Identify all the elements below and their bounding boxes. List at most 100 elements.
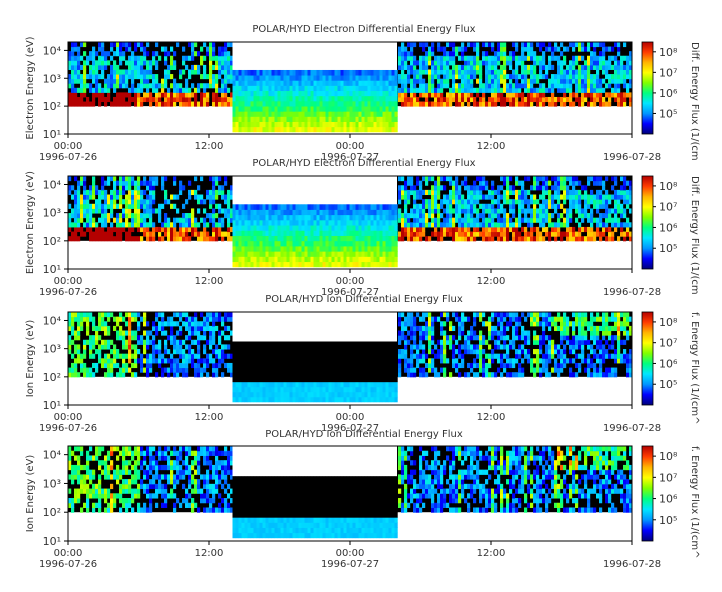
flux-cell (179, 330, 183, 336)
flux-cell (122, 101, 126, 107)
flux-cell (437, 69, 441, 75)
flux-cell (221, 194, 225, 200)
flux-cell (413, 213, 417, 219)
flux-cell (521, 203, 525, 209)
flux-cell (440, 330, 444, 336)
flux-cell (497, 217, 501, 223)
flux-cell (319, 121, 323, 128)
flux-cell (358, 230, 362, 236)
flux-cell (376, 214, 380, 221)
flux-cell (500, 194, 504, 200)
flux-cell (259, 111, 263, 117)
flux-cell (379, 256, 383, 263)
flux-cell (352, 225, 356, 231)
flux-cell (569, 217, 573, 223)
flux-cell (119, 60, 123, 66)
flux-cell (584, 96, 588, 103)
flux-cell (301, 261, 305, 268)
flux-cell (77, 316, 81, 322)
flux-cell (92, 321, 96, 327)
flux-cell (307, 95, 311, 102)
flux-cell (277, 214, 281, 221)
flux-cell (542, 185, 546, 191)
flux-cell (398, 217, 402, 223)
flux-cell (488, 372, 492, 378)
flux-cell (530, 194, 534, 200)
flux-cell (158, 96, 162, 103)
flux-cell (527, 312, 531, 318)
flux-cell (602, 64, 606, 70)
flux-cell (431, 367, 435, 373)
flux-cell (566, 185, 570, 191)
flux-cell (98, 226, 102, 233)
flux-cell (578, 87, 582, 93)
flux-cell (491, 312, 495, 318)
flux-cell (545, 176, 549, 182)
flux-cell (485, 203, 489, 209)
flux-cell (152, 180, 156, 186)
flux-cell (340, 261, 344, 268)
flux-cell (235, 251, 239, 257)
flux-cell (122, 96, 126, 103)
flux-cell (413, 325, 417, 332)
flux-cell (116, 92, 120, 98)
flux-cell (319, 105, 323, 112)
flux-cell (407, 330, 411, 336)
flux-cell (280, 240, 284, 247)
flux-cell (593, 55, 597, 61)
flux-cell (361, 80, 365, 86)
flux-cell (494, 74, 498, 80)
flux-cell (446, 222, 450, 228)
flux-cell (476, 199, 480, 205)
flux-cell (593, 194, 597, 200)
flux-cell (407, 316, 411, 322)
flux-cell (352, 90, 356, 97)
flux-cell (283, 225, 287, 231)
flux-cell (464, 96, 468, 103)
flux-cell (140, 203, 144, 209)
flux-cell (218, 335, 222, 341)
flux-cell (617, 101, 621, 107)
flux-cell (262, 80, 266, 86)
flux-cell (443, 349, 447, 355)
flux-cell (539, 92, 543, 98)
flux-cell (131, 335, 135, 341)
flux-cell (116, 180, 120, 186)
flux-cell (212, 367, 216, 373)
flux-cell (382, 245, 386, 252)
flux-cell (452, 349, 456, 355)
flux-cell (104, 101, 108, 107)
flux-cell (542, 213, 546, 219)
flux-cell (250, 245, 254, 252)
flux-cell (89, 213, 93, 219)
flux-cell (164, 46, 168, 52)
flux-cell (256, 111, 260, 117)
flux-cell (182, 226, 186, 233)
flux-cell (268, 116, 272, 122)
flux-cell (274, 235, 278, 242)
flux-cell (376, 116, 380, 122)
flux-cell (518, 344, 522, 350)
flux-cell (376, 219, 380, 226)
flux-cell (179, 185, 183, 191)
flux-cell (238, 245, 242, 252)
flux-cell (467, 96, 471, 103)
flux-cell (437, 74, 441, 80)
flux-cell (494, 325, 498, 332)
flux-cell (473, 349, 477, 355)
flux-cell (134, 362, 138, 369)
flux-cell (331, 105, 335, 112)
flux-cell (212, 349, 216, 355)
flux-cell (247, 261, 251, 268)
flux-cell (295, 235, 299, 242)
flux-cell (250, 235, 254, 242)
flux-cell (614, 78, 618, 84)
flux-cell (352, 105, 356, 112)
flux-cell (95, 325, 99, 332)
y-tick-label: 10⁴ (43, 44, 62, 57)
flux-cell (494, 51, 498, 57)
flux-cell (98, 358, 102, 364)
flux-cell (283, 121, 287, 128)
flux-cell (143, 349, 147, 355)
flux-cell (167, 87, 171, 93)
